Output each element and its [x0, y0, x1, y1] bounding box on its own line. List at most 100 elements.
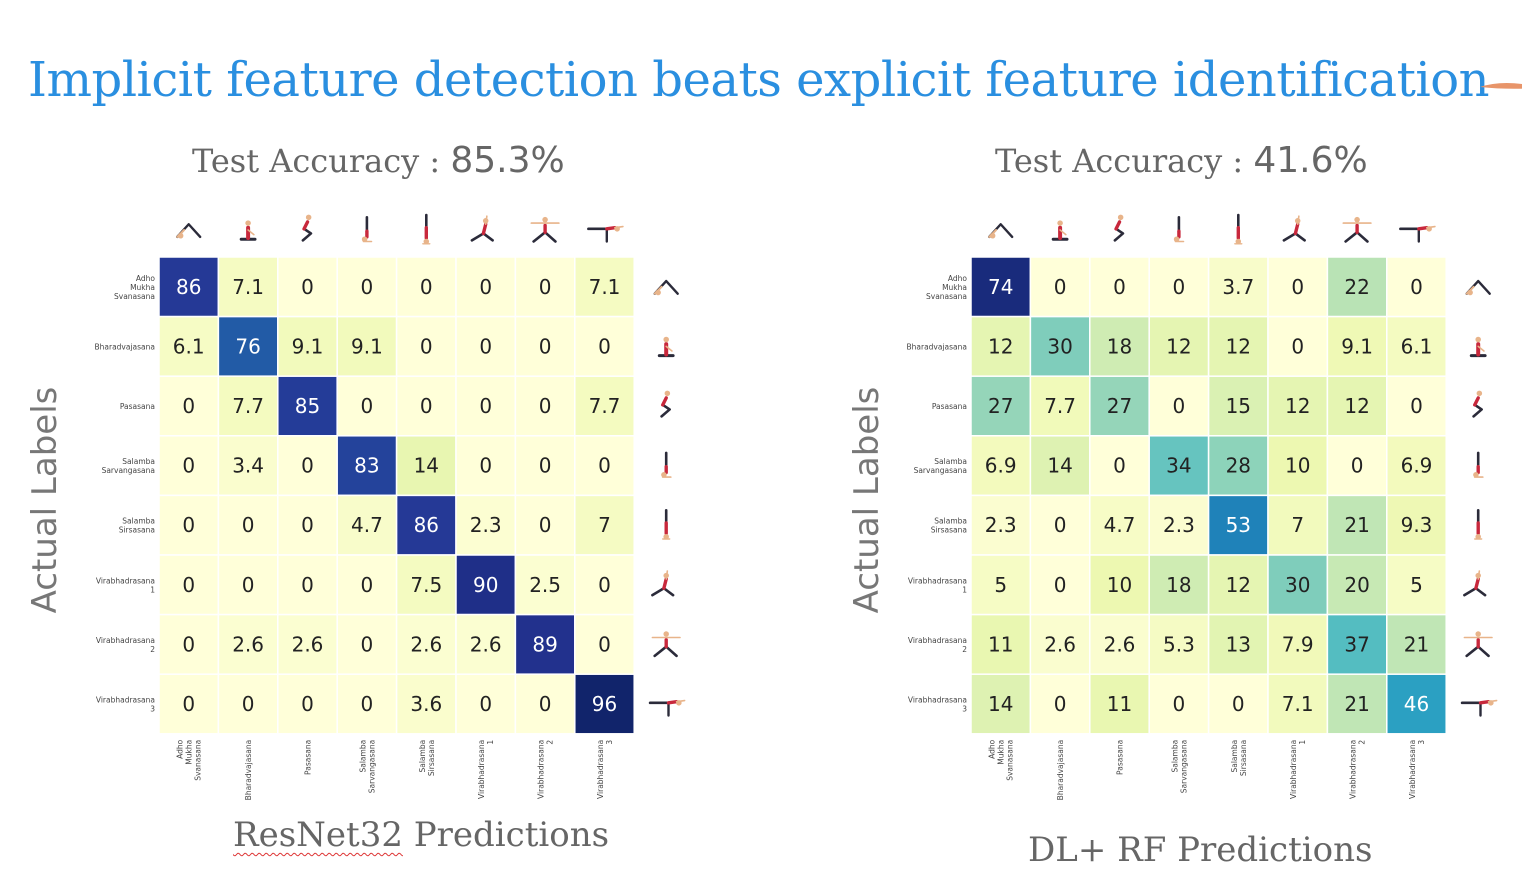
cell-value: 6.1 — [1401, 334, 1433, 358]
col-label: Pasasana — [1116, 740, 1125, 775]
cell-value: 86 — [414, 513, 439, 537]
cell-value: 2.6 — [232, 632, 264, 656]
brush-stroke-decoration — [1480, 83, 1522, 89]
heatmap-cell — [395, 315, 457, 377]
cell-value: 83 — [354, 454, 379, 478]
heatmap-cell — [1326, 315, 1388, 377]
cell-value: 12 — [1344, 394, 1369, 418]
left-accuracy-value: 85.3% — [450, 140, 565, 181]
warrior-3-icon — [648, 699, 686, 717]
cell-value: 0 — [182, 454, 195, 478]
heatmap-cell — [1148, 435, 1210, 497]
right-accuracy-value: 41.6% — [1253, 140, 1368, 181]
cell-value: 7.1 — [232, 275, 264, 299]
heatmap-cell — [158, 256, 220, 318]
cell-value: 0 — [1173, 692, 1186, 716]
heatmap-cell — [514, 673, 576, 735]
cell-value: 2.3 — [470, 513, 502, 537]
cell-value: 3.4 — [232, 454, 264, 478]
cell-value: 0 — [361, 394, 374, 418]
seated-twist-icon — [657, 336, 675, 358]
svg-text:AdhoMukhaSvanasana: AdhoMukhaSvanasana — [988, 739, 1015, 780]
heatmap-cell — [514, 256, 576, 318]
row-label: Salamba Sarvangasana — [914, 457, 967, 475]
cell-value: 0 — [301, 454, 314, 478]
cell-value: 7 — [1291, 513, 1304, 537]
cell-value: 22 — [1344, 275, 1369, 299]
svg-text:AdhoMukhaSvanasana: AdhoMukhaSvanasana — [176, 739, 203, 780]
col-label: SalambaSirsasana — [418, 740, 436, 776]
heatmap-cell — [336, 256, 398, 318]
heatmap-cell — [574, 494, 635, 556]
warrior-2-icon — [1463, 631, 1493, 658]
seated-twist-icon — [239, 220, 257, 241]
heatmap-cell — [1267, 375, 1329, 437]
cell-value: 7.1 — [589, 275, 621, 299]
cell-value: 14 — [1047, 454, 1072, 478]
cell-value: 5 — [994, 573, 1007, 597]
svg-text:SalambaSarvangasana: SalambaSarvangasana — [1170, 740, 1188, 793]
cell-value: 14 — [988, 692, 1013, 716]
svg-text:Pasasana: Pasasana — [1116, 740, 1125, 775]
col-label: AdhoMukhaSvanasana — [988, 739, 1015, 780]
cell-value: 86 — [176, 275, 201, 299]
heatmap-cell — [1089, 256, 1150, 318]
cell-value: 6.1 — [173, 334, 205, 358]
cell-value: 0 — [361, 632, 374, 656]
row-label: Virabhadrasana 1 — [96, 576, 155, 594]
left-heatmap: 86 7.1 0 0 0 0 0 7.1 6.1 76 9.1 9.1 0 0 0 0 0 7.7 85 0 0 0 0 7.… — [94, 256, 635, 800]
heatmap-cell — [970, 315, 1032, 377]
heatmap-cell — [395, 256, 457, 318]
downward-dog-icon — [653, 279, 679, 296]
cell-value: 0 — [1173, 275, 1186, 299]
svg-text:SalambaSirsasana: SalambaSirsasana — [1230, 740, 1248, 776]
cell-value: 3.7 — [1222, 275, 1254, 299]
shoulder-stand-icon — [1173, 216, 1185, 243]
cell-value: 5 — [1410, 573, 1423, 597]
row-label: Salamba Sirsasana — [931, 517, 967, 535]
cell-value: 28 — [1226, 454, 1251, 478]
col-label: SalambaSarvangasana — [358, 740, 376, 793]
cell-value: 7.7 — [1044, 394, 1076, 418]
cell-value: 0 — [1113, 275, 1126, 299]
svg-text:SalambaSirsasana: SalambaSirsasana — [418, 740, 436, 776]
heatmap-cell — [277, 554, 338, 616]
cell-value: 0 — [1173, 394, 1186, 418]
heatmap-cell — [1029, 315, 1091, 377]
svg-text:Pasasana: Pasasana — [304, 740, 313, 775]
col-label: SalambaSarvangasana — [1170, 740, 1188, 793]
warrior-3-icon — [1460, 699, 1498, 717]
shoulder-stand-icon — [661, 451, 672, 478]
heatmap-cell — [1267, 256, 1329, 318]
cell-value: 12 — [1285, 394, 1310, 418]
row-label: Virabhadrasana 3 — [908, 696, 967, 714]
heatmap-cell — [1386, 256, 1447, 318]
cell-value: 3.6 — [410, 692, 442, 716]
cell-value: 76 — [235, 334, 260, 358]
headstand-icon — [1474, 508, 1483, 540]
right-accuracy: Test Accuracy : 41.6% — [995, 140, 1368, 181]
cell-value: 13 — [1226, 632, 1251, 656]
cell-value: 2.6 — [470, 632, 502, 656]
cell-value: 96 — [592, 692, 617, 716]
cell-value: 14 — [414, 454, 439, 478]
cell-value: 15 — [1226, 394, 1251, 418]
heatmap-cell — [1386, 613, 1447, 675]
heatmap-cell — [455, 256, 517, 318]
heatmap-cell — [1148, 554, 1210, 616]
col-label: Virabhadrasana1 — [1289, 740, 1307, 799]
row-label: Pasasana — [120, 402, 155, 411]
warrior-1-icon — [651, 570, 675, 597]
cell-value: 0 — [539, 692, 552, 716]
warrior-3-icon — [1399, 225, 1436, 243]
cell-value: 46 — [1404, 692, 1429, 716]
heatmap-cell — [1267, 494, 1329, 556]
downward-dog-icon — [1465, 279, 1491, 296]
heatmap-cell — [1207, 554, 1269, 616]
cell-value: 0 — [301, 275, 314, 299]
cell-value: 0 — [1232, 692, 1245, 716]
heatmap-cell — [514, 613, 576, 675]
cell-value: 20 — [1344, 573, 1369, 597]
cell-value: 89 — [532, 632, 557, 656]
